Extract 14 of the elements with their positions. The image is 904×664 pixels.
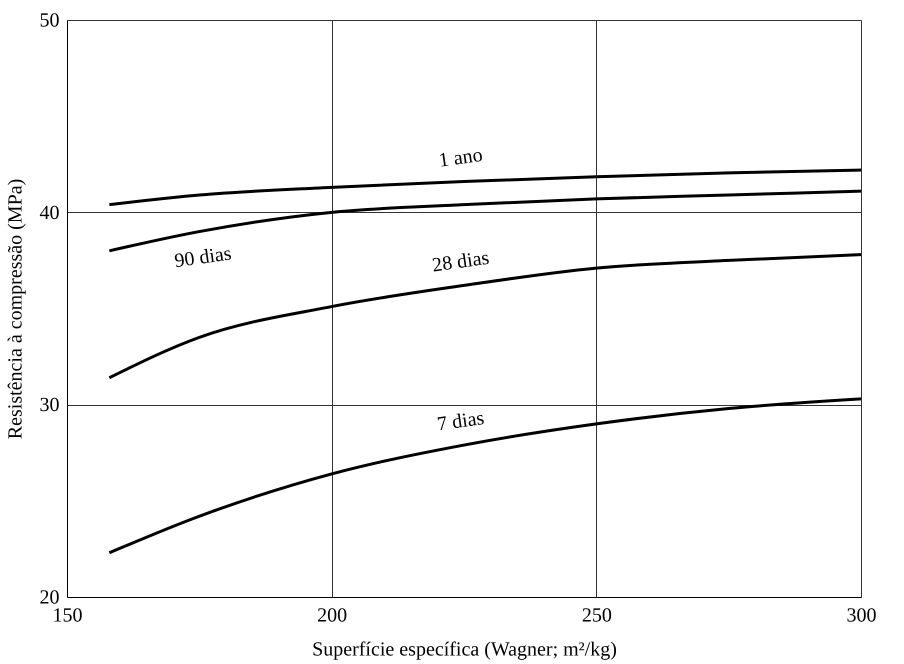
y-tick-label: 30 (40, 394, 60, 416)
y-tick-label: 50 (40, 10, 60, 32)
x-tick-label: 250 (582, 604, 612, 626)
y-tick-label: 40 (40, 202, 60, 224)
text: 7 dias (436, 407, 486, 436)
line-series (108, 397, 862, 554)
x-axis-title: Superfície específica (Wagner; m²/kg) (312, 638, 617, 660)
x-tick-label: 200 (317, 604, 348, 626)
y-axis-title: Resistência à compressão (MPa) (4, 178, 26, 440)
text: 90 dias (173, 242, 234, 272)
text: 28 dias (430, 246, 491, 277)
line-series (108, 168, 862, 206)
text: 1 ano (437, 144, 484, 172)
x-tick-label: 300 (846, 604, 876, 626)
